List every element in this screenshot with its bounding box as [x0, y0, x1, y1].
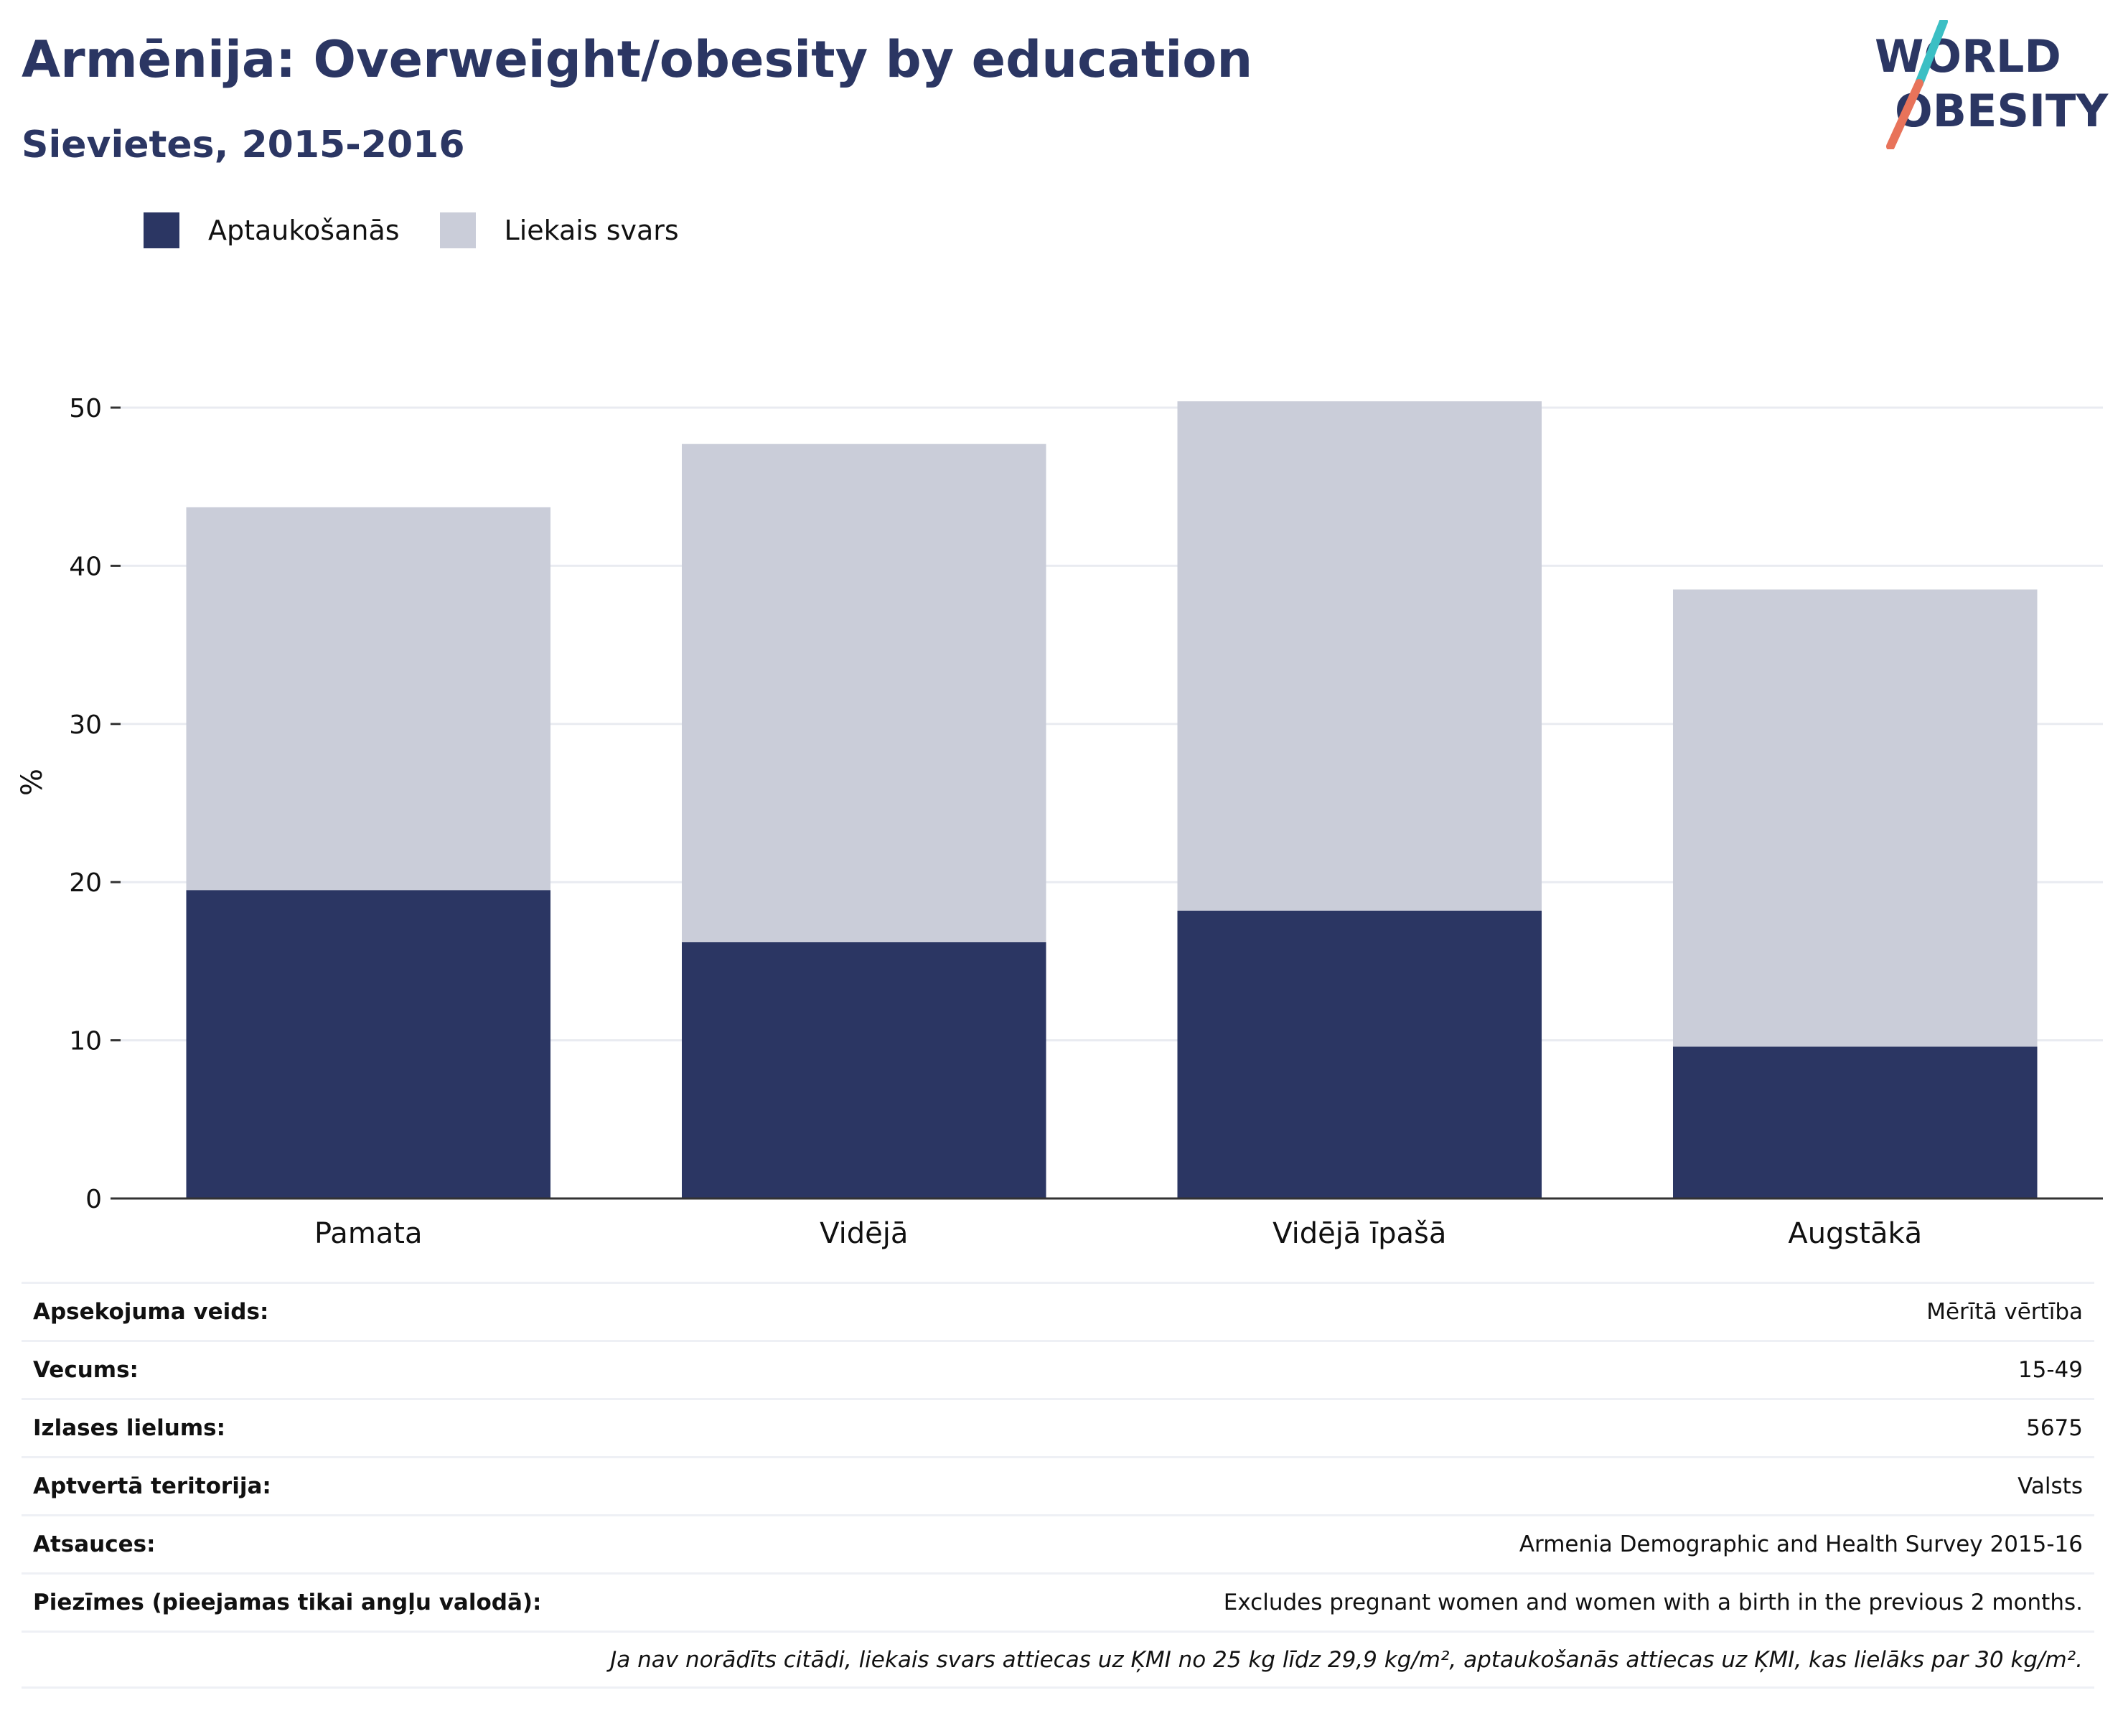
meta-value: 15-49 [2017, 1357, 2083, 1383]
legend: Aptaukošanās Liekais svars [144, 212, 719, 248]
meta-row: Apsekojuma veids: Mērītā vērtība [22, 1282, 2094, 1340]
meta-value: 5675 [2026, 1415, 2083, 1441]
meta-key: Piezīmes (pieejamas tikai angļu valodā): [33, 1590, 542, 1615]
y-tick-label: 30 [69, 710, 102, 740]
meta-key: Atsauces: [33, 1531, 156, 1557]
bar-segment-overweight[interactable] [681, 444, 1046, 942]
bar-segment-obesity[interactable] [681, 942, 1046, 1198]
meta-key: Aptvertā teritorija: [33, 1473, 271, 1499]
bar-segment-obesity[interactable] [1672, 1046, 2038, 1198]
metadata-table: Apsekojuma veids: Mērītā vērtība Vecums:… [22, 1282, 2094, 1689]
bar-segment-obesity[interactable] [186, 890, 551, 1198]
x-axis-labels: Pamata Vidējā Vidējā īpašā Augstākā [314, 1217, 1922, 1250]
logo-line1: WORLD [1875, 30, 2061, 83]
meta-key: Izlases lielums: [33, 1415, 225, 1441]
y-axis-ticks: 0 10 20 30 40 50 [69, 394, 121, 1214]
legend-swatch-overweight [439, 212, 476, 248]
y-axis-label: % [16, 769, 49, 796]
meta-row: Izlases lielums: 5675 [22, 1398, 2094, 1456]
x-category-label: Vidējā [820, 1217, 908, 1250]
meta-value: Armenia Demographic and Health Survey 20… [1519, 1531, 2083, 1557]
meta-row: Vecums: 15-49 [22, 1340, 2094, 1398]
meta-row: Piezīmes (pieejamas tikai angļu valodā):… [22, 1572, 2094, 1631]
legend-label-obesity: Aptaukošanās [208, 215, 400, 246]
logo-slash-coral [1886, 79, 1923, 149]
bar-segment-overweight[interactable] [1177, 401, 1542, 911]
bar-segment-obesity[interactable] [1177, 910, 1542, 1198]
y-tick-label: 50 [69, 394, 102, 423]
bar-segment-overweight[interactable] [1672, 589, 2038, 1047]
chart-title: Armēnija: Overweight/obesity by educatio… [22, 30, 1253, 89]
bars [186, 401, 2038, 1198]
meta-key: Vecums: [33, 1357, 139, 1383]
legend-item-obesity[interactable]: Aptaukošanās [144, 212, 400, 248]
y-tick-label: 0 [85, 1185, 102, 1214]
x-category-label: Augstākā [1788, 1217, 1922, 1250]
y-tick-label: 40 [69, 552, 102, 581]
meta-value: Excludes pregnant women and women with a… [1223, 1590, 2083, 1615]
meta-row: Atsauces: Armenia Demographic and Health… [22, 1514, 2094, 1572]
meta-row-footnote: Ja nav norādīts citādi, liekais svars at… [22, 1631, 2094, 1689]
meta-row: Aptvertā teritorija: Valsts [22, 1456, 2094, 1514]
legend-swatch-obesity [144, 212, 179, 248]
x-category-label: Pamata [314, 1217, 423, 1250]
bar-chart: 0 10 20 30 40 50 Pamata Vidējā Vidējā īpašā Augs… [16, 394, 2103, 1250]
world-obesity-logo: WORLD OBESITY [1875, 20, 2109, 149]
legend-item-overweight[interactable]: Liekais svars [439, 212, 679, 248]
logo-slash-teal [1915, 20, 1948, 88]
y-tick-label: 20 [69, 868, 102, 898]
meta-key: Apsekojuma veids: [33, 1299, 269, 1325]
legend-label-overweight: Liekais svars [504, 215, 679, 246]
bar-segment-overweight[interactable] [186, 507, 551, 891]
chart-subtitle: Sievietes, 2015-2016 [22, 123, 465, 166]
logo-line2: OBESITY [1895, 85, 2109, 137]
meta-value: Valsts [2017, 1473, 2083, 1499]
meta-value: Mērītā vērtība [1926, 1299, 2083, 1325]
footnote: Ja nav norādīts citādi, liekais svars at… [610, 1646, 2083, 1673]
x-category-label: Vidējā īpašā [1273, 1217, 1446, 1250]
y-tick-label: 10 [69, 1027, 102, 1056]
